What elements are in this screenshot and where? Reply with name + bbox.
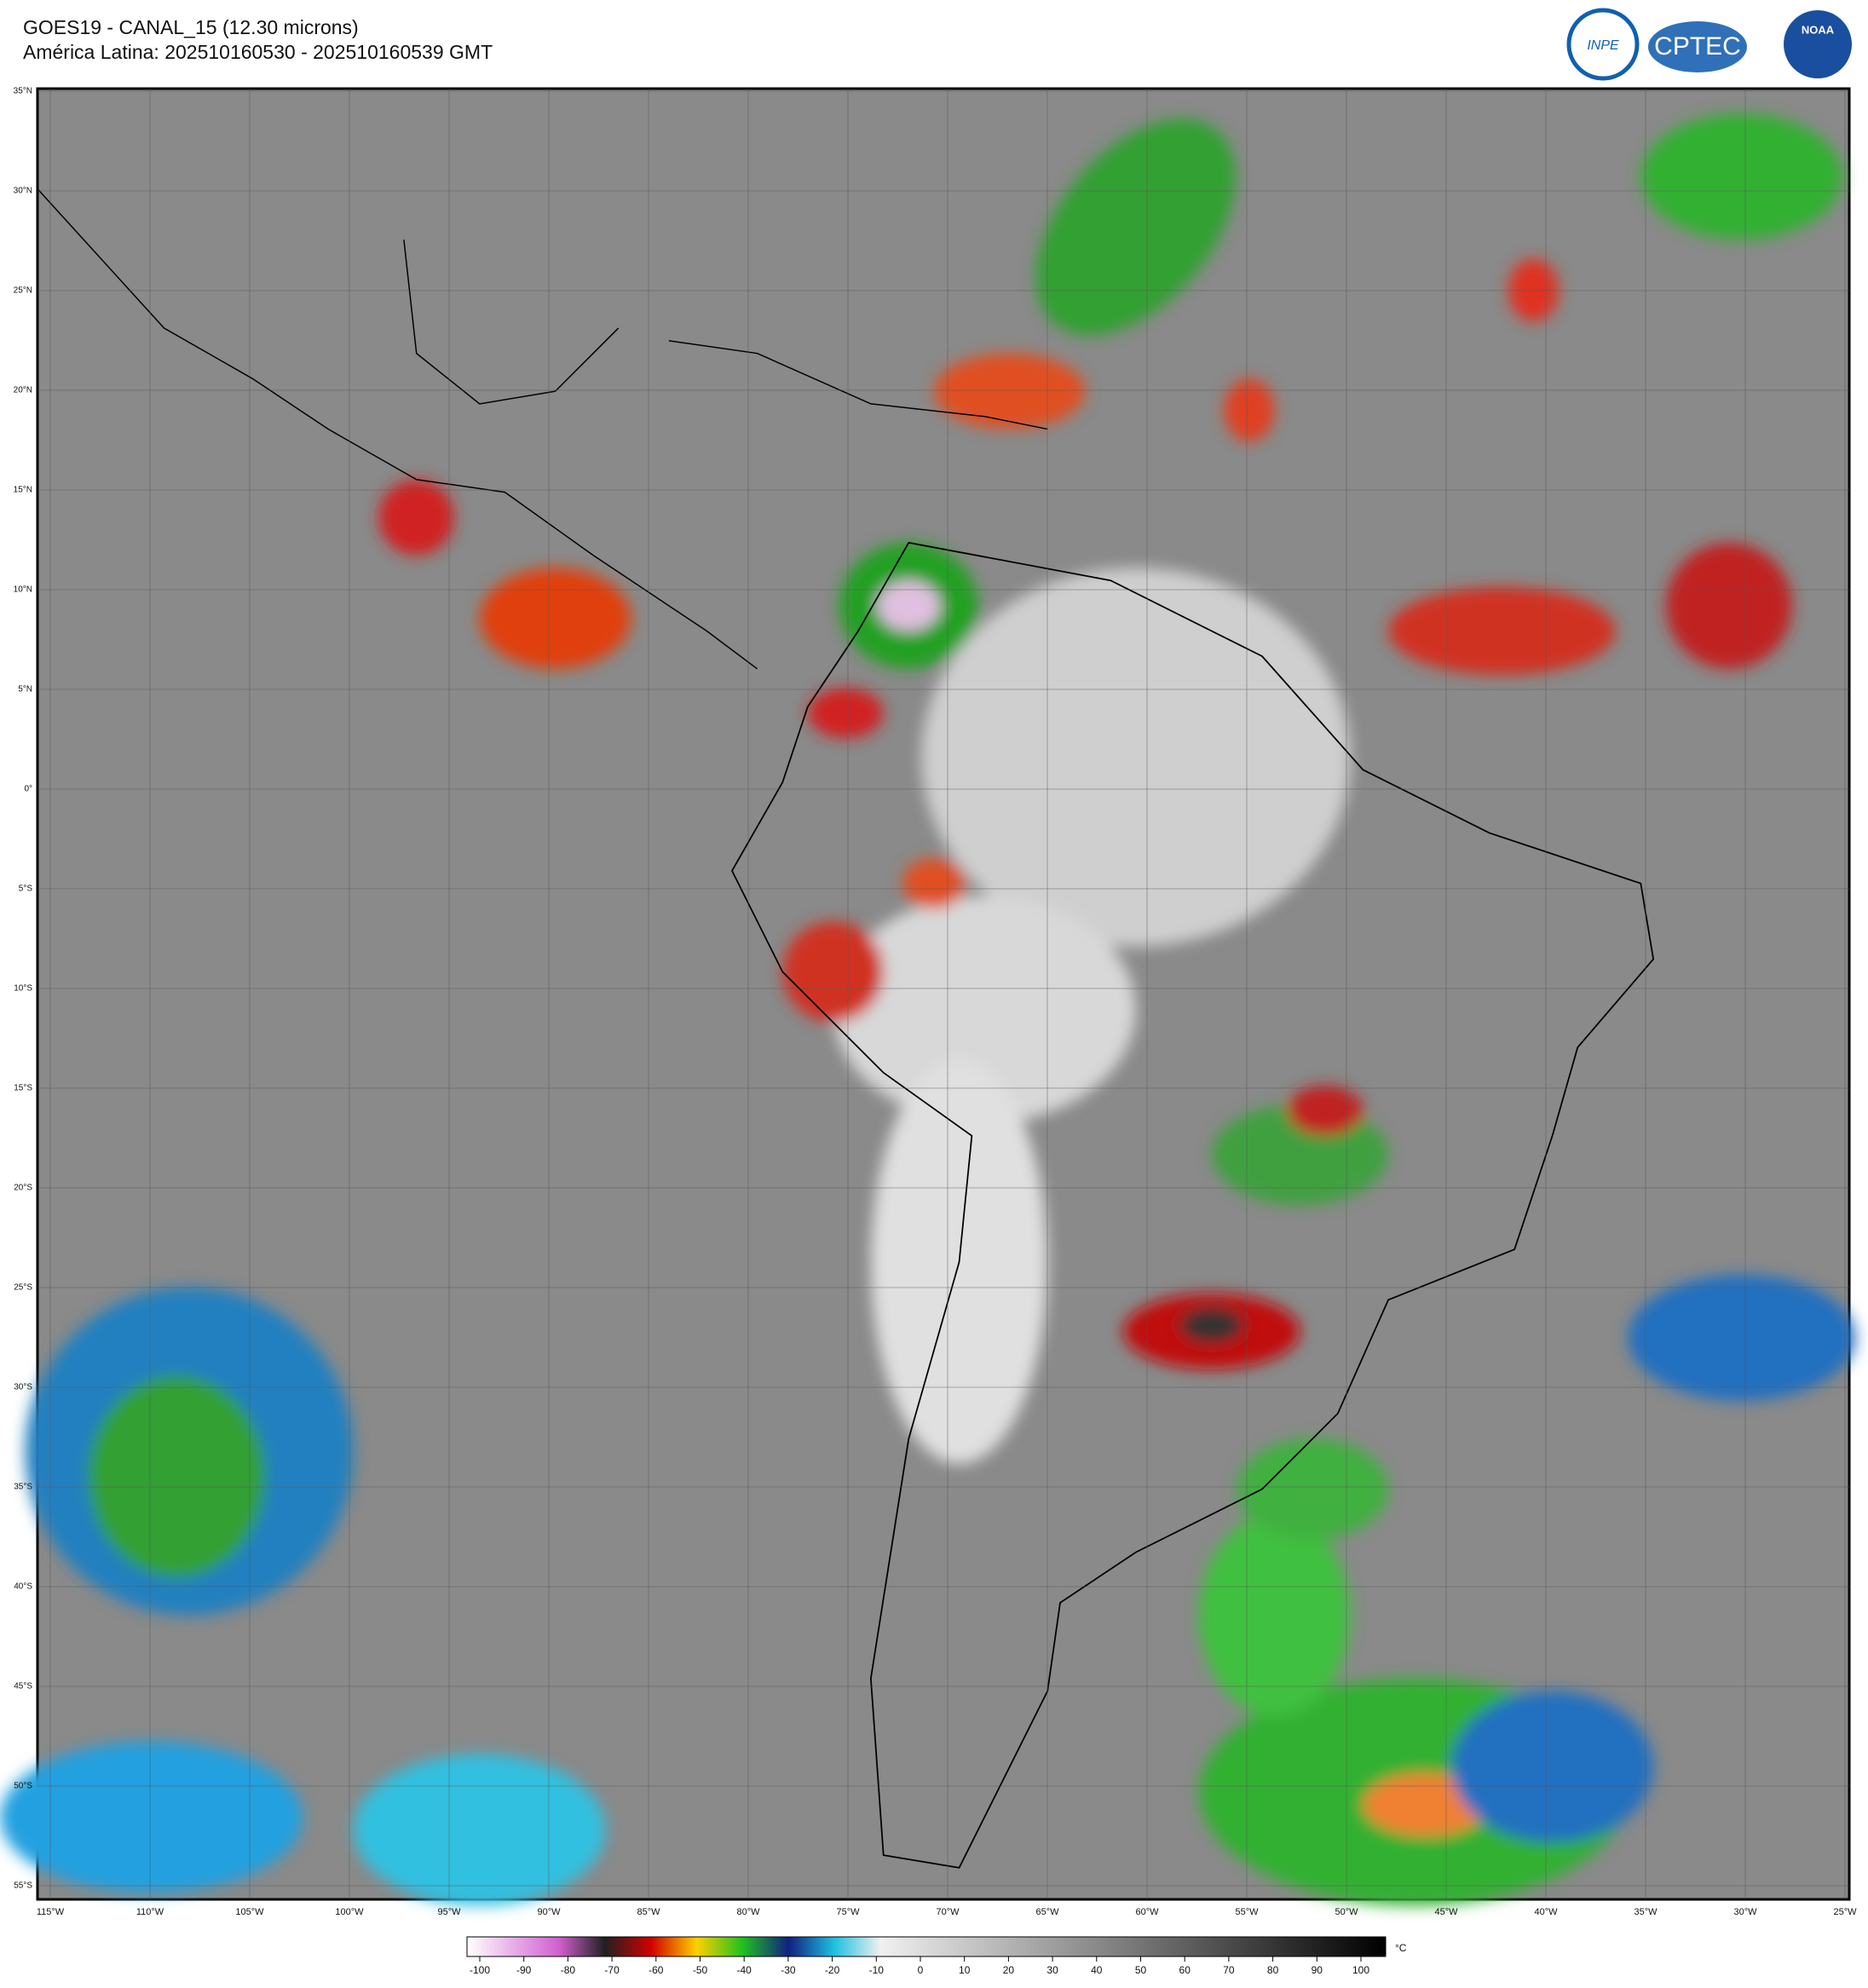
colorbar-tick-label: 80 xyxy=(1267,1964,1279,1976)
colorbar-tick-label: 10 xyxy=(959,1964,971,1976)
coastline xyxy=(403,239,620,405)
lat-label: 30°S xyxy=(14,1383,32,1392)
colorbar-tick-label: -80 xyxy=(561,1964,576,1976)
lon-label: 45°W xyxy=(1434,1907,1458,1917)
colorbar-tick-label: 50 xyxy=(1135,1964,1147,1976)
logo-text: NOAA xyxy=(1802,23,1835,36)
colorbar-tick-label: -90 xyxy=(516,1964,532,1976)
colorbar xyxy=(466,1936,1387,1957)
colorbar-tick-label: 0 xyxy=(918,1964,924,1976)
lon-label: 75°W xyxy=(836,1907,860,1917)
logo-text: INPE xyxy=(1587,38,1619,53)
logo-cptec xyxy=(1648,21,1747,72)
lon-label: 80°W xyxy=(736,1907,760,1917)
lat-label: 10°N xyxy=(14,585,32,595)
coastline xyxy=(730,541,1655,1869)
colorbar-tick-label: -10 xyxy=(869,1964,885,1976)
lon-label: 110°W xyxy=(136,1907,164,1917)
lon-label: 50°W xyxy=(1335,1907,1358,1917)
subtitle: América Latina: 202510160530 - 202510160… xyxy=(23,41,493,63)
colorbar-tick-label: 40 xyxy=(1091,1964,1103,1976)
lon-label: 65°W xyxy=(1035,1907,1059,1917)
colorbar-tick-label: -100 xyxy=(470,1964,490,1976)
lat-label: 15°N xyxy=(14,486,32,495)
lat-label: 25°N xyxy=(14,286,32,296)
lat-label: 15°S xyxy=(14,1084,32,1093)
lat-label: 20°N xyxy=(14,386,32,395)
lat-label: 40°S xyxy=(14,1582,32,1592)
colorbar-tick-label: 100 xyxy=(1352,1964,1369,1976)
colorbar-tick-label: 20 xyxy=(1003,1964,1015,1976)
title: GOES19 - CANAL_15 (12.30 microns) xyxy=(23,16,359,38)
colorbar-tick-label: -20 xyxy=(825,1964,840,1976)
lat-label: 30°N xyxy=(14,187,32,196)
lon-label: 100°W xyxy=(335,1907,364,1917)
lat-label: 50°S xyxy=(14,1782,32,1791)
coastline xyxy=(668,340,1048,430)
colorbar-tick-label: -60 xyxy=(649,1964,664,1976)
colorbar-tick-label: -40 xyxy=(737,1964,752,1976)
logo-noaa xyxy=(1784,10,1852,78)
colorbar-tick-label: 60 xyxy=(1179,1964,1191,1976)
lon-label: 25°W xyxy=(1833,1907,1857,1917)
lat-label: 25°S xyxy=(14,1283,32,1293)
lon-label: 35°W xyxy=(1634,1907,1658,1917)
lat-label: 10°S xyxy=(14,984,32,994)
lon-label: 115°W xyxy=(37,1907,65,1917)
lon-label: 40°W xyxy=(1534,1907,1558,1917)
lat-label: 0° xyxy=(24,785,32,794)
lat-label: 55°S xyxy=(14,1881,32,1891)
graticule: 35°N 30°N 25°N 20°N 15°N 10°N 5°N 0° 5°S 10°S 15°S… xyxy=(14,87,1857,1917)
logo-inpe xyxy=(1566,8,1640,81)
logos: INPE CPTEC NOAA xyxy=(1566,8,1852,81)
imagery xyxy=(0,113,1856,1906)
lon-label: 95°W xyxy=(437,1907,461,1917)
lat-label: 45°S xyxy=(14,1682,32,1691)
lon-label: 70°W xyxy=(936,1907,960,1917)
colorbar-tick-label: -50 xyxy=(693,1964,708,1976)
lat-label: 35°N xyxy=(14,87,32,96)
lon-label: 85°W xyxy=(637,1907,660,1917)
colorbar-unit: °C xyxy=(1395,1942,1407,1954)
lat-label: 35°S xyxy=(14,1483,32,1492)
lat-label: 5°S xyxy=(19,885,33,894)
lon-label: 30°W xyxy=(1733,1907,1757,1917)
colorbar-tick-label: 70 xyxy=(1223,1964,1235,1976)
lat-label: 20°S xyxy=(14,1184,32,1193)
lon-label: 55°W xyxy=(1235,1907,1259,1917)
colorbar-tick-label: 90 xyxy=(1312,1964,1323,1976)
lon-label: 90°W xyxy=(537,1907,561,1917)
lon-label: 60°W xyxy=(1135,1907,1159,1917)
colorbar-tick-label: -70 xyxy=(604,1964,620,1976)
lon-label: 105°W xyxy=(235,1907,264,1917)
colorbar-tick-label: 30 xyxy=(1046,1964,1058,1976)
colorbar-tick-label: -30 xyxy=(781,1964,796,1976)
lat-label: 5°N xyxy=(18,685,32,694)
logo-text: CPTEC xyxy=(1654,32,1741,61)
coastline xyxy=(37,188,758,670)
